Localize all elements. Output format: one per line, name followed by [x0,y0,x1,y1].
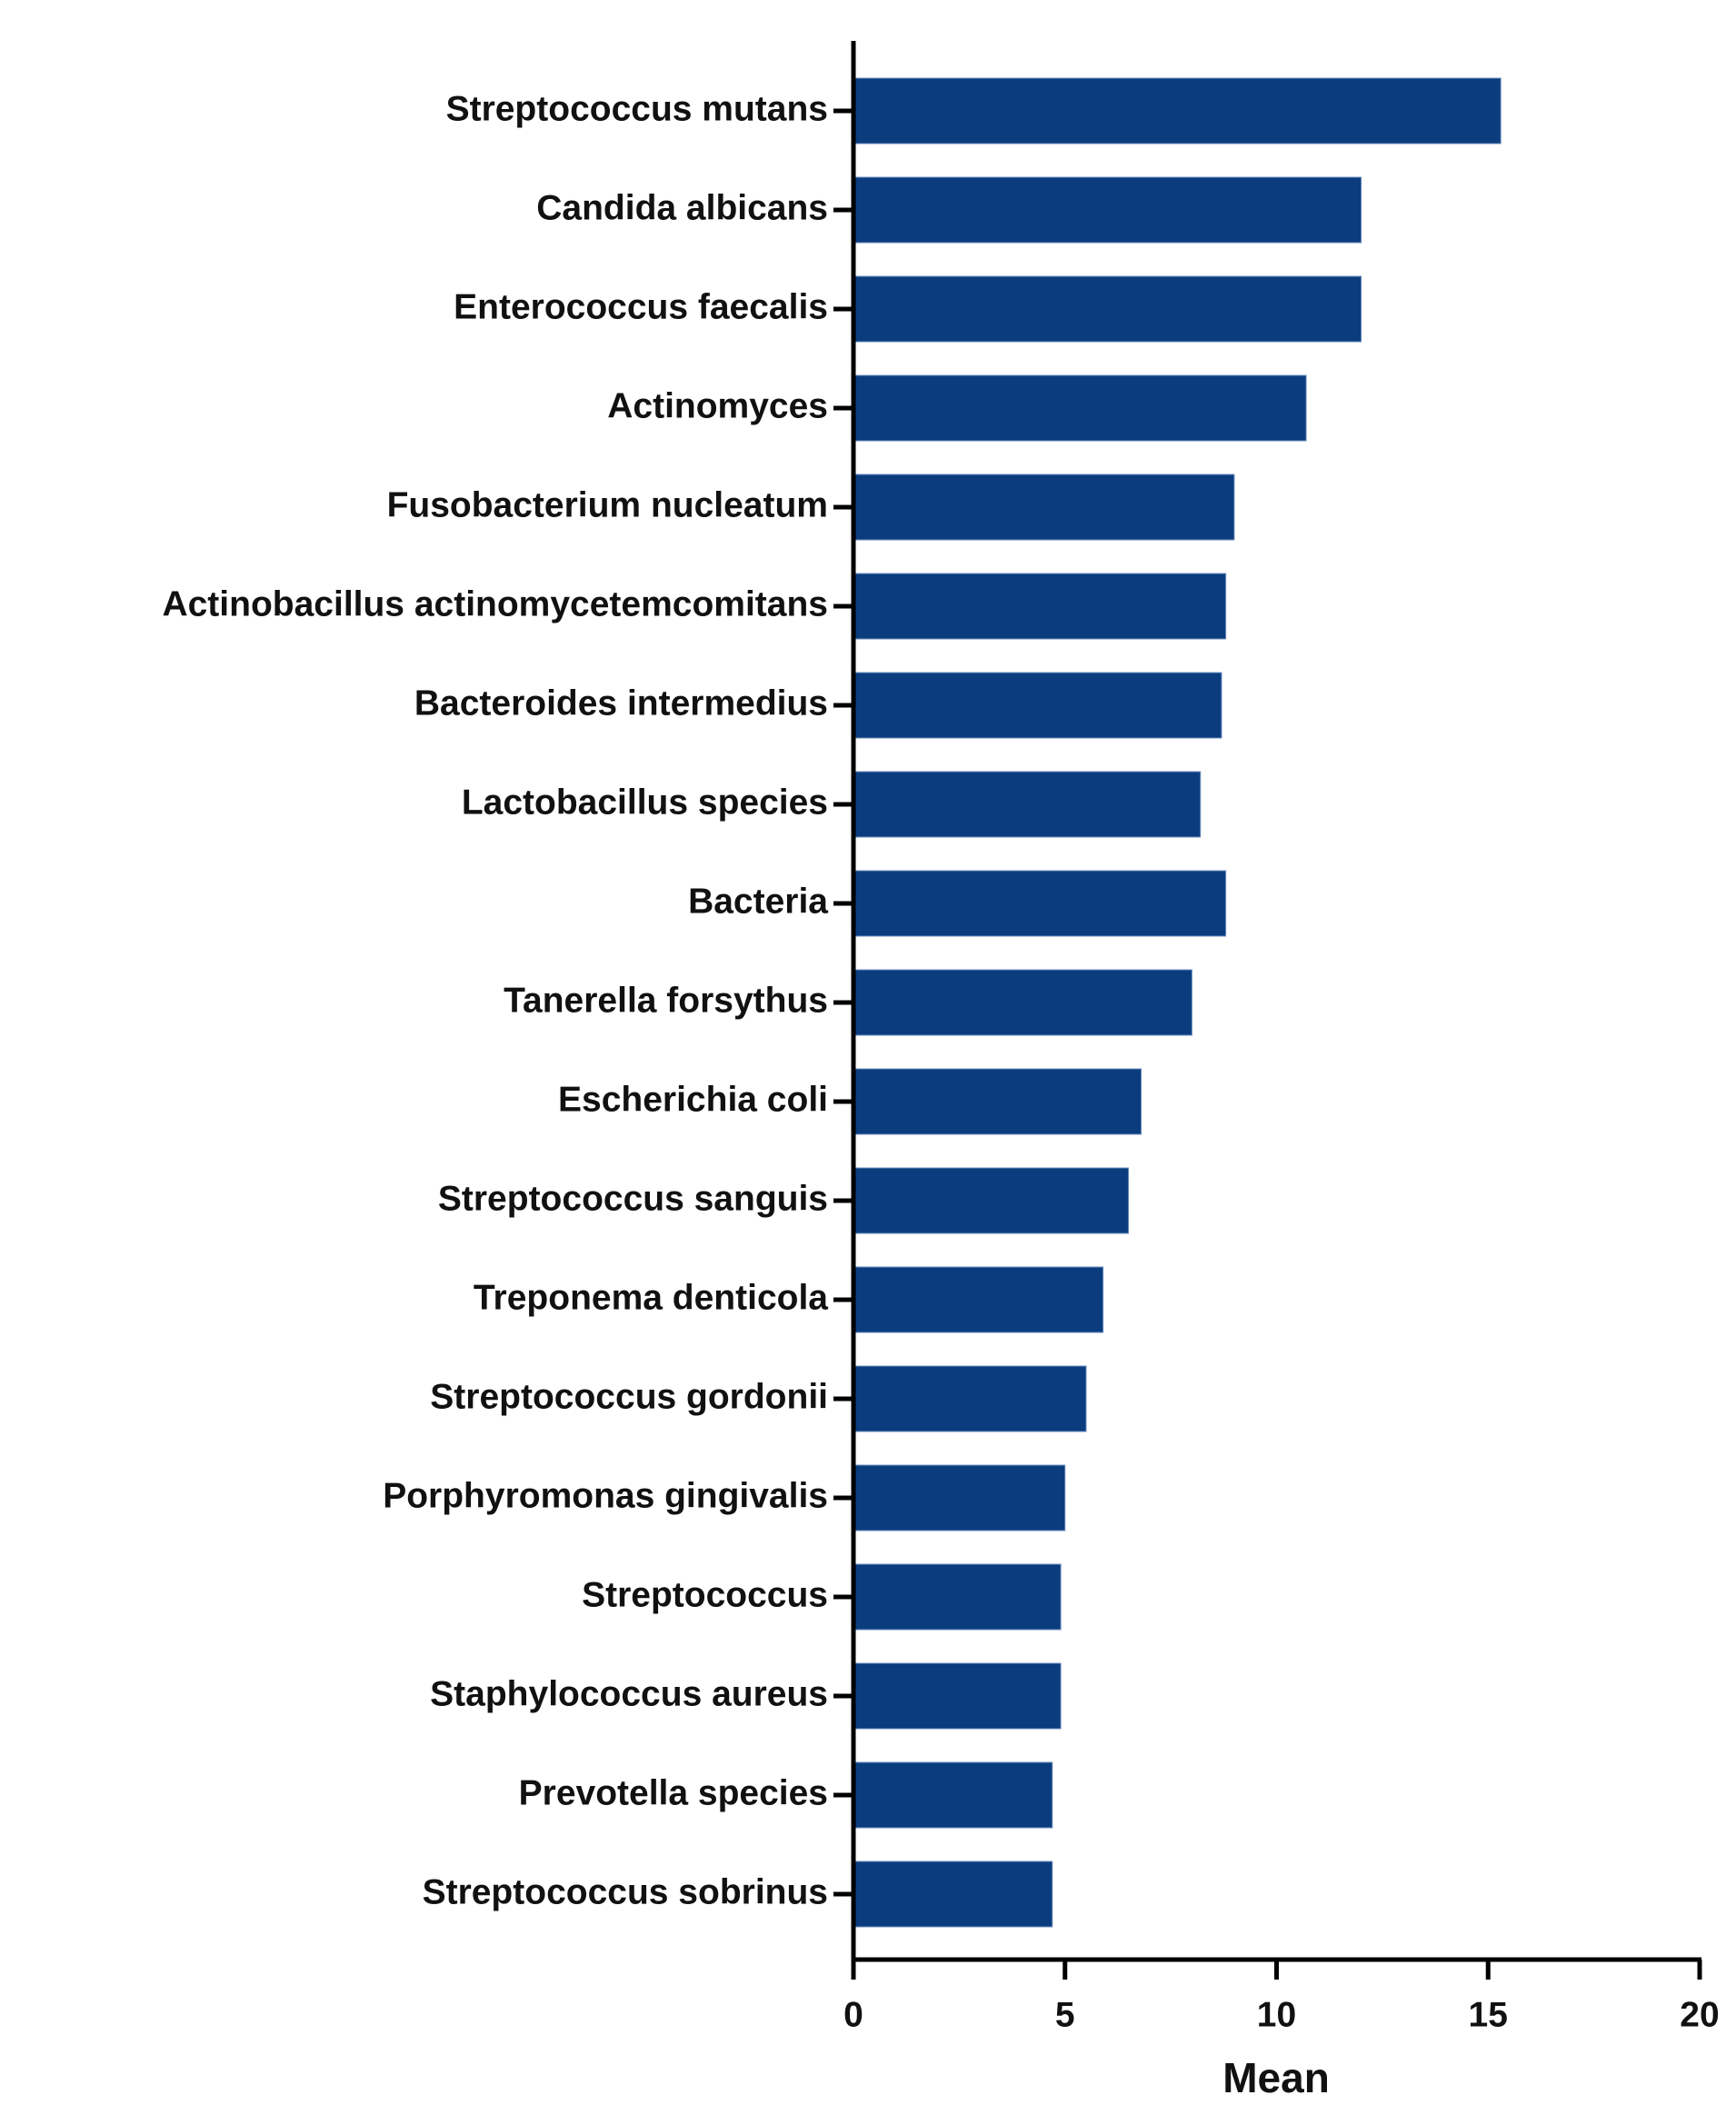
y-tick-label: Streptococcus sobrinus [423,1872,828,1911]
x-tick-label: 10 [1257,1995,1296,2034]
x-tick-label: 15 [1469,1995,1508,2034]
x-tick-label: 5 [1055,1995,1075,2034]
y-tick-label: Streptococcus sanguis [438,1179,828,1218]
y-tick-label: Streptococcus [582,1575,828,1614]
bar [853,374,1307,442]
y-tick-label: Tanerella forsythus [504,981,828,1020]
x-axis-title: Mean [1222,2054,1330,2101]
bar [853,1167,1130,1234]
y-tick-label: Lactobacillus species [462,783,828,822]
bar [853,1365,1087,1432]
bar [853,1068,1142,1135]
y-tick-label: Staphylococcus aureus [430,1674,828,1713]
bar [853,672,1222,739]
y-tick-label: Bacteroides intermedius [414,683,828,723]
bar [853,573,1227,640]
y-tick-label: Actinomyces [607,386,828,425]
bar [853,771,1202,838]
bar [853,1563,1062,1631]
bar [853,870,1227,937]
bar [853,77,1502,145]
y-tick-label: Escherichia coli [558,1080,828,1119]
y-tick-label: Prevotella species [519,1773,828,1812]
y-tick-label: Actinobacillus actinomycetemcomitans [162,584,828,624]
x-tick-label: 20 [1680,1995,1719,2034]
y-tick-label: Porphyromonas gingivalis [383,1476,828,1515]
y-tick-label: Streptococcus gordonii [430,1377,828,1416]
bar [853,275,1362,343]
x-tick-label: 0 [843,1995,863,2034]
bar [853,1464,1066,1531]
y-tick-label: Streptococcus mutans [446,89,828,128]
bar [853,969,1192,1036]
y-tick-label: Enterococcus faecalis [454,287,828,326]
bar [853,176,1362,244]
bar [853,1861,1053,1928]
y-tick-label: Candida albicans [536,188,828,227]
y-tick-label: Treponema denticola [474,1278,828,1317]
bar [853,474,1235,541]
y-tick-label: Fusobacterium nucleatum [387,485,828,524]
bar [853,1266,1104,1333]
bar [853,1761,1053,1829]
bar [853,1662,1062,1730]
y-tick-label: Bacteria [688,882,828,921]
